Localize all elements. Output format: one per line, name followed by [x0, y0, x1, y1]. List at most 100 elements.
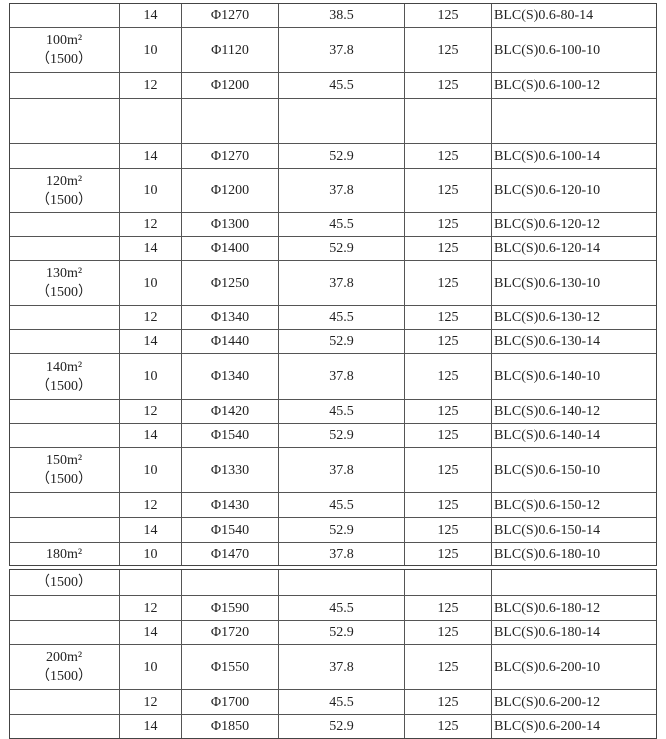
- table-cell: Φ1700: [181, 690, 278, 714]
- table-cell: [9, 596, 119, 620]
- table-cell: BLC(S)0.6-130-14: [491, 330, 657, 353]
- table-row: 12 Φ1420 45.5 125 BLC(S)0.6-140-12: [10, 399, 656, 423]
- table-cell: Φ1720: [181, 621, 278, 644]
- table-cell: 12: [119, 596, 181, 620]
- table-cell: 120m² （1500）: [36, 173, 92, 208]
- table-cell: 200m² （1500）: [36, 650, 92, 684]
- table-cell: 125: [404, 400, 491, 423]
- table-row: 12 Φ1200 45.5 125 BLC(S)0.6-100-12: [10, 72, 656, 98]
- table-cell: Φ1550: [181, 645, 278, 689]
- table-cell: 125: [404, 306, 491, 329]
- table-cell: 125: [404, 518, 491, 542]
- spec-table-part-2: （1500） 12 Φ1590 45.5 125 BLC(S)0.6-180-12 14 Φ1…: [9, 569, 657, 739]
- table-cell: 52.9: [278, 715, 404, 738]
- table-cell: 125: [404, 169, 491, 212]
- table-row: 14 Φ1400 52.9 125 BLC(S)0.6-120-14: [10, 236, 656, 260]
- table-cell: 125: [404, 354, 491, 399]
- table-cell: [9, 715, 119, 738]
- table-cell: BLC(S)0.6-100-12: [491, 73, 657, 98]
- table-cell: BLC(S)0.6-180-10: [491, 543, 657, 565]
- table-cell: 10: [119, 543, 181, 565]
- table-cell: 180m²: [45, 546, 83, 562]
- table-row: [10, 98, 656, 143]
- table-row: 14 Φ1270 38.5 125 BLC(S)0.6-80-14: [10, 4, 656, 27]
- table-cell: Φ1330: [181, 448, 278, 492]
- table-cell: Φ1250: [181, 261, 278, 305]
- table-cell: 125: [404, 330, 491, 353]
- table-row: 120m² （1500） 10 Φ1200 37.8 125 BLC(S)0.6-120-…: [10, 168, 656, 212]
- table-cell: Φ1200: [181, 73, 278, 98]
- table-cell: 125: [404, 144, 491, 168]
- table-cell: Φ1340: [181, 306, 278, 329]
- table-cell: [181, 99, 278, 143]
- table-cell: BLC(S)0.6-130-10: [491, 261, 657, 305]
- table-cell: 37.8: [278, 354, 404, 399]
- table-cell: [9, 73, 119, 98]
- table-cell: [119, 570, 181, 595]
- table-cell: [491, 570, 657, 595]
- table-cell: 14: [119, 237, 181, 260]
- table-cell: （1500）: [36, 575, 92, 590]
- table-row: 12 Φ1300 45.5 125 BLC(S)0.6-120-12: [10, 212, 656, 236]
- table-cell: 45.5: [278, 400, 404, 423]
- table-cell: 125: [404, 4, 491, 27]
- table-cell: Φ1270: [181, 4, 278, 27]
- table-cell: BLC(S)0.6-200-14: [491, 715, 657, 738]
- table-cell: 125: [404, 715, 491, 738]
- table-cell: 52.9: [278, 518, 404, 542]
- table-cell: 12: [119, 493, 181, 517]
- table-cell: 125: [404, 448, 491, 492]
- table-cell: 12: [119, 400, 181, 423]
- table-cell: [278, 99, 404, 143]
- table-cell: Φ1300: [181, 213, 278, 236]
- table-row: 12 Φ1590 45.5 125 BLC(S)0.6-180-12: [10, 595, 656, 620]
- table-cell: 10: [119, 28, 181, 72]
- table-cell: BLC(S)0.6-120-12: [491, 213, 657, 236]
- table-cell: 52.9: [278, 237, 404, 260]
- table-cell: Φ1430: [181, 493, 278, 517]
- table-cell: BLC(S)0.6-140-10: [491, 354, 657, 399]
- table-cell: 52.9: [278, 330, 404, 353]
- table-cell: 125: [404, 73, 491, 98]
- table-cell: Φ1440: [181, 330, 278, 353]
- table-cell: 140m² （1500）: [36, 359, 92, 394]
- table-row: 180m² 10 Φ1470 37.8 125 BLC(S)0.6-180-10: [10, 542, 656, 565]
- table-cell: 12: [119, 690, 181, 714]
- table-cell: [119, 99, 181, 143]
- table-cell: 125: [404, 596, 491, 620]
- table-cell: 125: [404, 645, 491, 689]
- table-row: 14 Φ1540 52.9 125 BLC(S)0.6-150-14: [10, 517, 656, 542]
- table-cell: [9, 424, 119, 447]
- table-cell: [9, 400, 119, 423]
- table-cell: 125: [404, 261, 491, 305]
- table-cell: 125: [404, 424, 491, 447]
- table-row: 100m² （1500） 10 Φ1120 37.8 125 BLC(S)0.6-100-…: [10, 27, 656, 72]
- table-cell: Φ1420: [181, 400, 278, 423]
- table-row: 14 Φ1540 52.9 125 BLC(S)0.6-140-14: [10, 423, 656, 447]
- table-cell: 45.5: [278, 306, 404, 329]
- table-cell: BLC(S)0.6-180-14: [491, 621, 657, 644]
- table-cell: 125: [404, 621, 491, 644]
- table-cell: 38.5: [278, 4, 404, 27]
- table-cell: Φ1540: [181, 518, 278, 542]
- table-cell: BLC(S)0.6-150-10: [491, 448, 657, 492]
- table-cell: 14: [119, 621, 181, 644]
- table-cell: [9, 99, 119, 143]
- table-cell: BLC(S)0.6-120-10: [491, 169, 657, 212]
- table-row: 14 Φ1440 52.9 125 BLC(S)0.6-130-14: [10, 329, 656, 353]
- table-cell: Φ1470: [181, 543, 278, 565]
- table-cell: BLC(S)0.6-140-14: [491, 424, 657, 447]
- table-cell: 130m² （1500）: [36, 266, 92, 300]
- table-cell: [9, 690, 119, 714]
- table-cell: 45.5: [278, 493, 404, 517]
- table-cell: 12: [119, 73, 181, 98]
- table-cell: 14: [119, 518, 181, 542]
- table-cell: [9, 213, 119, 236]
- table-cell: 12: [119, 306, 181, 329]
- table-cell: BLC(S)0.6-100-14: [491, 144, 657, 168]
- table-cell: BLC(S)0.6-180-12: [491, 596, 657, 620]
- table-cell: 37.8: [278, 543, 404, 565]
- table-cell: [278, 570, 404, 595]
- table-cell: 14: [119, 715, 181, 738]
- table-cell: Φ1120: [181, 28, 278, 72]
